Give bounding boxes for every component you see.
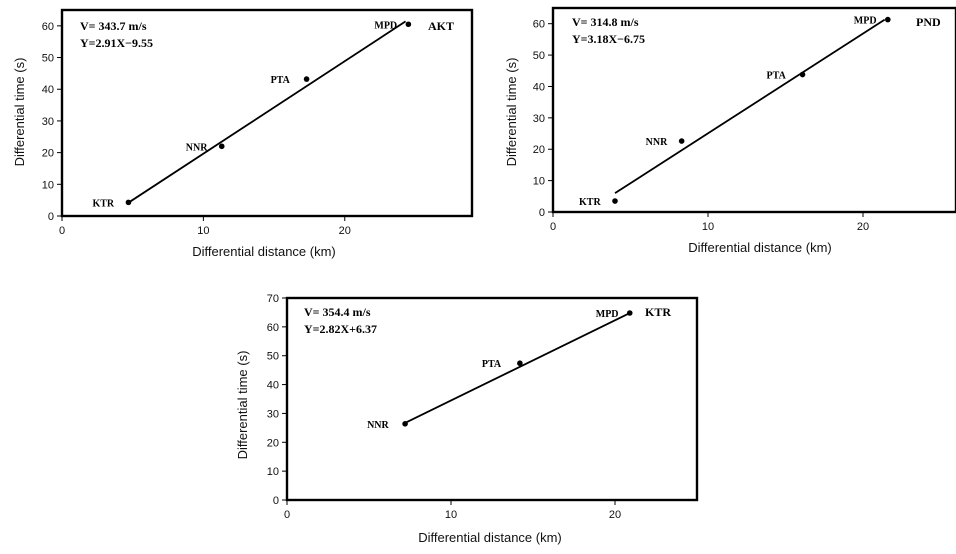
x-tick-label: 20 [339,225,351,237]
station-label-mpd: MPD [596,309,619,320]
x-tick-label: 0 [550,221,556,233]
fit-line [404,312,631,424]
y-tick-label: 60 [267,322,279,334]
plot-frame [60,8,474,218]
equation-annotation: Y=3.18X−6.75 [572,32,645,46]
x-tick-label: 20 [857,221,869,233]
y-tick-label: 40 [42,84,54,96]
plot-frame [551,6,956,214]
y-tick-label: 60 [533,19,545,31]
data-point-mpd [626,310,633,316]
station-label-mpd: MPD [854,16,877,27]
y-tick-label: 20 [533,144,545,156]
chart-panel-pnd: 0 10 20 0 10 20 30 40 50 60 Differential distance … [504,6,956,255]
station-label-pta: PTA [271,75,291,86]
x-tick-label: 20 [609,509,621,521]
y-tick-label: 10 [533,176,545,188]
x-tick-label: 0 [284,509,290,521]
y-tick-label: 20 [42,148,54,160]
y-tick-label: 0 [539,207,545,219]
station-label-ktr: KTR [579,197,601,208]
y-tick-label: 30 [267,408,279,420]
velocity-annotation: V= 354.4 m/s [304,305,371,319]
y-tick-label: 50 [533,50,545,62]
y-tick-label: 40 [533,81,545,93]
x-tick-label: 10 [702,221,714,233]
data-point-pta [303,76,310,82]
x-axis-label: Differential distance (km) [688,240,832,255]
station-label-pta: PTA [482,359,502,370]
data-point-mpd [405,21,412,28]
x-tick-label: 10 [445,509,457,521]
y-tick-label: 30 [533,113,545,125]
y-tick-label: 60 [42,21,54,33]
data-point-nnr [678,138,685,144]
station-label-pta: PTA [767,71,787,82]
station-label-mpd: MPD [374,20,397,31]
y-tick-label: 20 [267,437,279,449]
y-tick-label: 40 [267,380,279,392]
x-axis-label: Differential distance (km) [192,244,336,259]
data-point-ktr [125,199,132,206]
y-tick-label: 0 [273,495,279,507]
station-label-nnr: NNR [186,142,208,153]
data-point-pta [517,360,523,367]
chart-panel-akt: 0 10 20 0 10 20 30 40 50 60 Differential distance … [12,8,474,259]
data-point-mpd [885,16,891,23]
y-axis-label: Differential time (s) [504,58,519,167]
station-label-nnr: NNR [646,137,668,148]
equation-annotation: Y=2.91X−9.55 [80,36,153,50]
y-tick-label: 10 [267,466,279,478]
station-label-nnr: NNR [367,420,389,431]
panel-station-label: PND [916,15,941,29]
y-axis-label: Differential time (s) [235,351,250,460]
y-tick-label: 70 [267,293,279,305]
velocity-annotation: V= 314.8 m/s [572,15,639,29]
plot-frame [285,296,699,502]
data-point-nnr [218,143,225,150]
x-axis-label: Differential distance (km) [418,530,562,545]
x-tick-label: 10 [197,225,209,237]
equation-annotation: Y=2.82X+6.37 [304,322,377,336]
velocity-annotation: V= 343.7 m/s [80,19,147,33]
data-point-ktr [612,198,618,204]
panel-station-label: AKT [428,19,454,33]
station-label-ktr: KTR [92,198,114,209]
y-axis-label: Differential time (s) [12,58,27,167]
data-point-nnr [402,421,408,427]
x-tick-label: 0 [59,225,65,237]
y-tick-label: 50 [267,351,279,363]
data-point-pta [799,71,806,78]
y-tick-label: 50 [42,53,54,65]
fit-line [614,18,886,194]
fit-line [127,20,407,204]
y-tick-label: 10 [42,179,54,191]
panel-station-label: KTR [645,305,671,319]
y-tick-label: 0 [48,211,54,223]
chart-panel-ktr: 0 10 20 0 10 20 30 40 50 60 70 Differential distanc… [235,293,699,545]
y-tick-label: 30 [42,116,54,128]
